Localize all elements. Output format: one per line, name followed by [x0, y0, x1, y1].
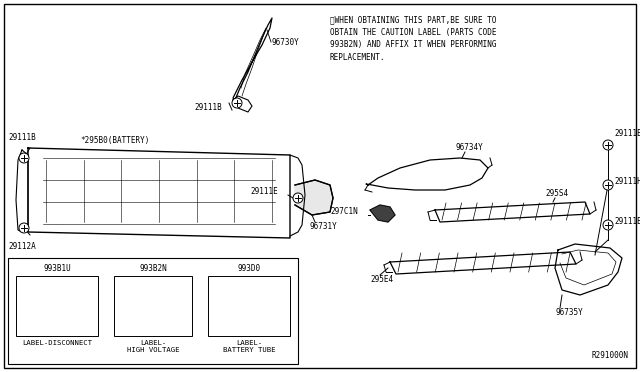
Text: LABEL-
BATTERY TUBE: LABEL- BATTERY TUBE	[223, 340, 275, 353]
Circle shape	[603, 220, 613, 230]
Text: LABEL-
HIGH VOLTAGE: LABEL- HIGH VOLTAGE	[127, 340, 179, 353]
Text: 96730Y: 96730Y	[272, 38, 300, 47]
Text: 96735Y: 96735Y	[555, 308, 583, 317]
Text: 29111H: 29111H	[614, 177, 640, 186]
Text: 29112A: 29112A	[8, 242, 36, 251]
Text: 96734Y: 96734Y	[455, 143, 483, 152]
Polygon shape	[295, 180, 333, 215]
Text: 29111B: 29111B	[614, 129, 640, 138]
Text: 29111B: 29111B	[194, 103, 221, 112]
Text: 29111B: 29111B	[8, 133, 36, 142]
Text: ※WHEN OBTAINING THIS PART,BE SURE TO
OBTAIN THE CAUTION LABEL (PARTS CODE
993B2N: ※WHEN OBTAINING THIS PART,BE SURE TO OBT…	[330, 15, 497, 61]
Text: 295E4: 295E4	[370, 275, 393, 284]
Text: 29111E: 29111E	[250, 187, 278, 196]
Circle shape	[603, 180, 613, 190]
Text: 29111B: 29111B	[614, 218, 640, 227]
Polygon shape	[370, 205, 395, 222]
Bar	[16, 276, 98, 336]
Text: *295B0(BATTERY): *295B0(BATTERY)	[80, 136, 149, 145]
Circle shape	[232, 98, 242, 108]
Text: 993D0: 993D0	[237, 264, 260, 273]
Text: 96731Y: 96731Y	[310, 222, 338, 231]
Text: LABEL-DISCONNECT: LABEL-DISCONNECT	[22, 340, 92, 346]
Bar	[208, 276, 290, 336]
Text: 297C1N: 297C1N	[330, 208, 358, 217]
Text: R291000N: R291000N	[591, 351, 628, 360]
Bar	[114, 276, 192, 336]
Circle shape	[19, 223, 29, 233]
Text: 993B2N: 993B2N	[139, 264, 167, 273]
Text: 295S4: 295S4	[545, 189, 568, 198]
Circle shape	[293, 193, 303, 203]
Text: 993B1U: 993B1U	[43, 264, 71, 273]
Circle shape	[19, 153, 29, 163]
Bar	[8, 258, 298, 364]
Circle shape	[603, 140, 613, 150]
